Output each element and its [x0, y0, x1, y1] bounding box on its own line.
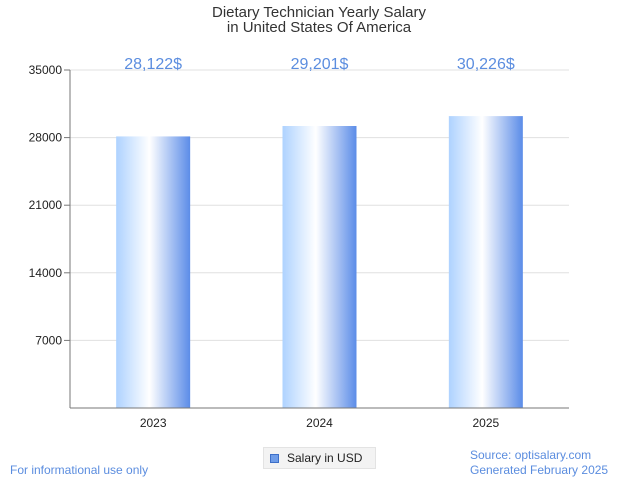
data-label: 28,122$	[124, 56, 182, 73]
x-axis-ticks: 2023 2024 2025	[140, 416, 500, 430]
data-labels: 28,122$ 29,201$ 30,226$	[124, 56, 515, 73]
chart-title-line1: Dietary Technician Yearly Salary	[212, 4, 427, 21]
bar-2024	[282, 126, 357, 408]
x-tick-label: 2024	[306, 416, 333, 430]
y-tick-label: 35000	[29, 63, 63, 77]
x-tick-label: 2023	[140, 416, 167, 430]
x-tick-label: 2025	[472, 416, 499, 430]
y-tick-label: 21000	[29, 198, 63, 212]
legend-swatch	[270, 453, 279, 463]
y-tick-label: 28000	[29, 131, 63, 145]
bars	[116, 116, 523, 409]
legend: Salary in USD	[263, 447, 376, 469]
data-label: 30,226$	[457, 56, 515, 73]
chart-title-line2: in United States Of America	[227, 19, 412, 36]
source-note: Source: optisalary.com	[470, 448, 592, 462]
legend-label: Salary in USD	[287, 451, 363, 465]
info-note: For informational use only	[10, 463, 149, 477]
y-axis-ticks: 7000 14000 21000 28000 35000	[29, 63, 70, 347]
bar-2025	[448, 116, 523, 408]
y-tick-label: 7000	[35, 333, 62, 347]
y-tick-label: 14000	[29, 266, 63, 280]
generated-note: Generated February 2025	[470, 463, 609, 477]
data-label: 29,201$	[291, 56, 349, 73]
bar-2023	[116, 136, 191, 409]
